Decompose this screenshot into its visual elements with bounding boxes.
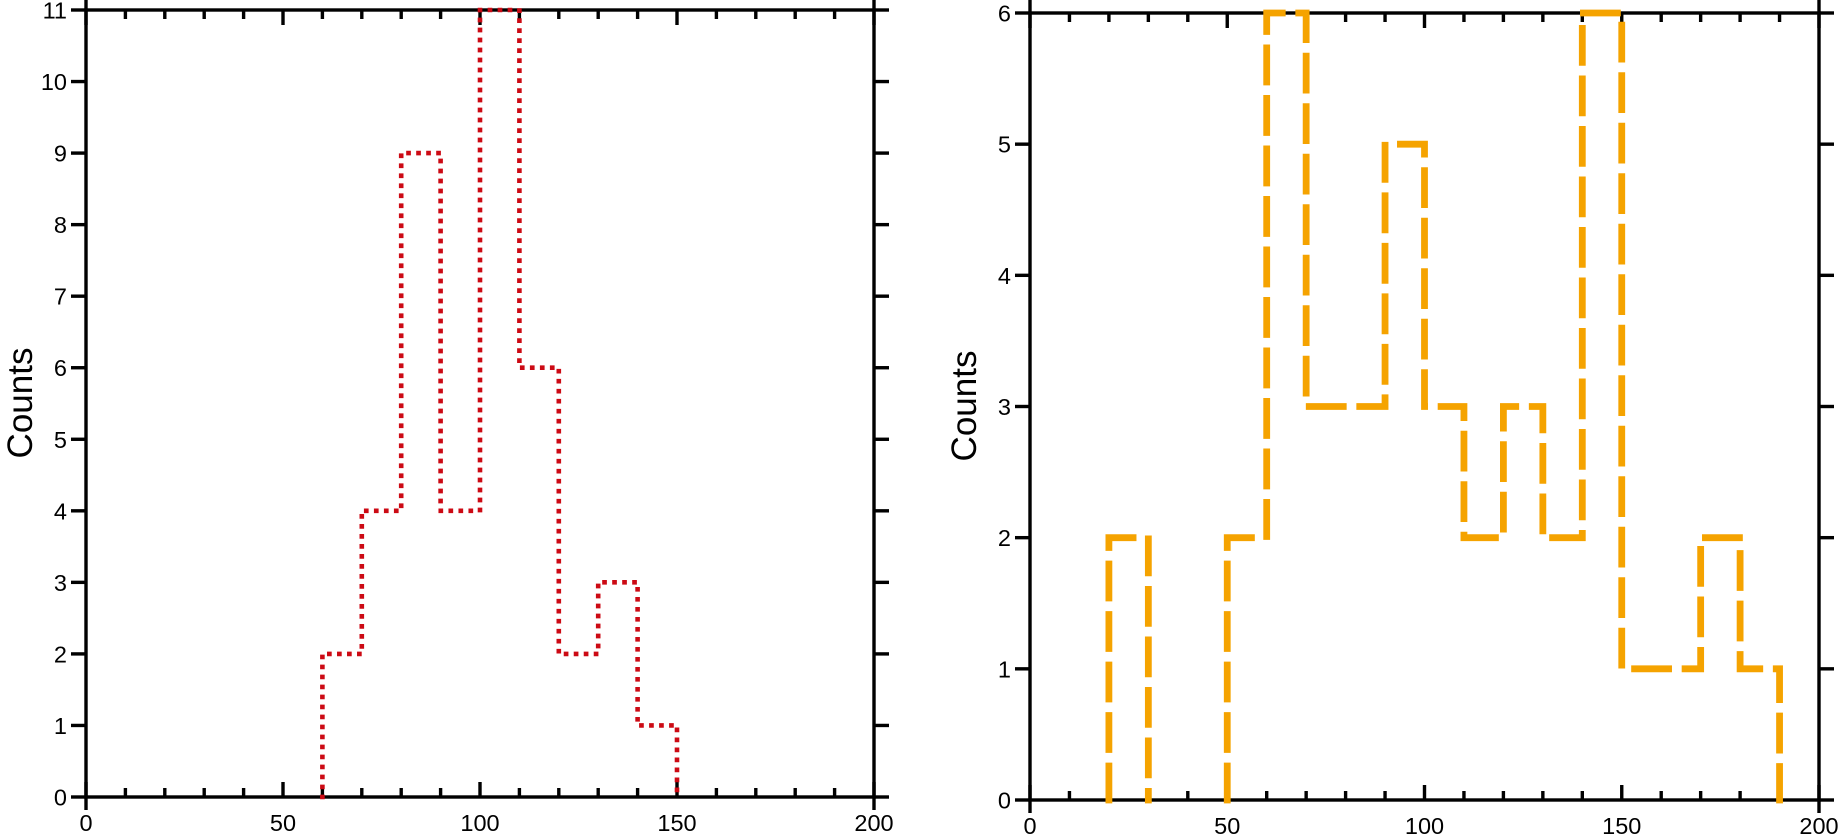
svg-text:50: 50 [1214, 813, 1240, 835]
svg-text:7: 7 [54, 284, 67, 310]
svg-text:2: 2 [998, 525, 1011, 551]
svg-text:4: 4 [54, 498, 67, 524]
svg-text:3: 3 [54, 570, 67, 596]
svg-text:200: 200 [1799, 813, 1838, 835]
svg-text:6: 6 [54, 355, 67, 381]
svg-text:6: 6 [998, 1, 1011, 27]
svg-text:9: 9 [54, 141, 67, 167]
svg-text:1: 1 [54, 713, 67, 739]
svg-text:150: 150 [657, 810, 696, 835]
svg-text:100: 100 [1405, 813, 1444, 835]
svg-text:1: 1 [998, 656, 1011, 682]
svg-text:11: 11 [43, 0, 67, 24]
svg-text:8: 8 [54, 212, 67, 238]
svg-text:0: 0 [998, 788, 1011, 814]
svg-text:0: 0 [1023, 813, 1036, 835]
svg-text:4: 4 [998, 263, 1011, 289]
svg-text:0: 0 [79, 810, 92, 835]
svg-text:150: 150 [1602, 813, 1641, 835]
svg-text:Counts: Counts [1, 348, 40, 459]
svg-text:10: 10 [41, 69, 67, 95]
svg-text:200: 200 [854, 810, 893, 835]
svg-text:2: 2 [54, 641, 67, 667]
svg-text:5: 5 [54, 427, 67, 453]
svg-text:50: 50 [270, 810, 296, 835]
svg-text:3: 3 [998, 394, 1011, 420]
svg-text:0: 0 [54, 785, 67, 811]
svg-text:Counts: Counts [945, 351, 984, 462]
svg-text:5: 5 [998, 132, 1011, 158]
svg-text:100: 100 [460, 810, 499, 835]
